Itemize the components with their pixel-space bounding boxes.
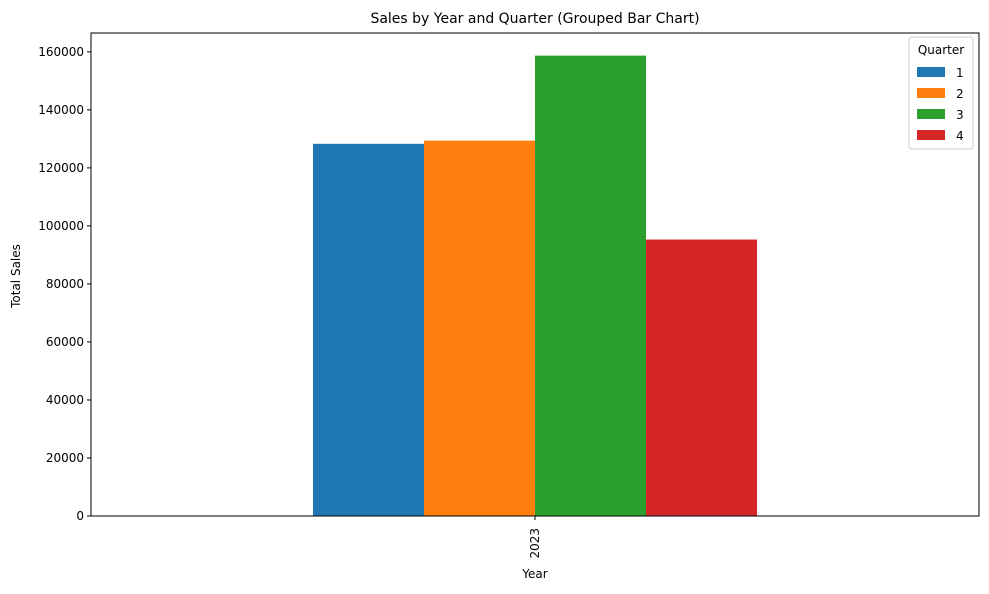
legend-label: 2 [956, 87, 964, 101]
x-axis-label: Year [521, 567, 547, 581]
bar-quarter-1 [313, 143, 424, 517]
y-tick-label: 20000 [46, 451, 84, 465]
y-tick-label: 140000 [38, 103, 84, 117]
bar-quarter-3 [535, 55, 646, 517]
y-tick-label: 60000 [46, 335, 84, 349]
legend-title: Quarter [918, 43, 964, 57]
y-tick-label: 40000 [46, 393, 84, 407]
y-tick-label: 0 [76, 509, 84, 523]
bar-quarter-4 [646, 239, 757, 517]
y-tick-label: 120000 [38, 161, 84, 175]
legend-label: 3 [956, 108, 964, 122]
chart-title: Sales by Year and Quarter (Grouped Bar C… [370, 11, 699, 27]
x-tick-label: 2023 [528, 528, 542, 559]
y-tick-label: 80000 [46, 277, 84, 291]
legend-items: 1 2 3 4 [917, 66, 964, 143]
y-axis-ticks: 0 20000 40000 60000 80000 100000 120000 140000 1… [38, 45, 91, 523]
legend-swatch [917, 109, 945, 119]
plot-frame [90, 32, 980, 517]
legend-swatch [917, 130, 945, 140]
y-axis-label: Total Sales [9, 244, 23, 309]
legend-label: 4 [956, 129, 964, 143]
legend: Quarter 1 2 3 4 [908, 36, 974, 150]
legend-swatch [917, 67, 945, 77]
bars-group [313, 55, 757, 517]
legend-label: 1 [956, 66, 964, 80]
y-tick-label: 160000 [38, 45, 84, 59]
x-axis-ticks: 2023 [528, 516, 542, 559]
legend-swatch [917, 88, 945, 98]
bar-quarter-2 [424, 140, 535, 517]
y-tick-label: 100000 [38, 219, 84, 233]
